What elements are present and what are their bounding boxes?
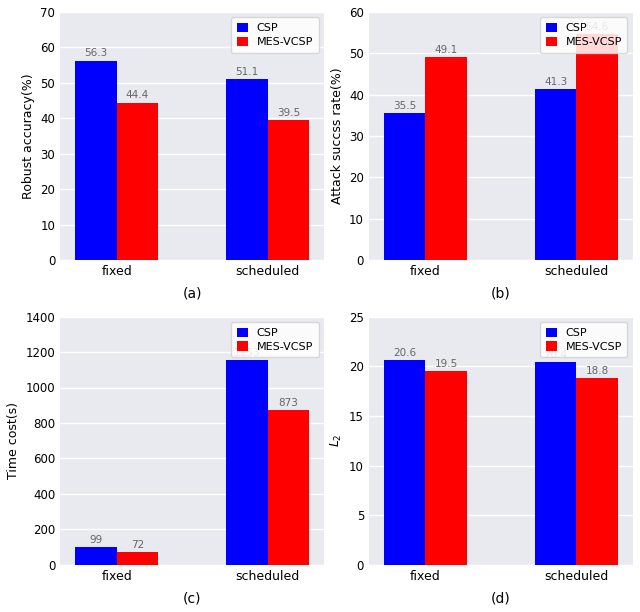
Legend: CSP, MES-VCSP: CSP, MES-VCSP <box>231 18 319 53</box>
Text: 99: 99 <box>90 535 102 545</box>
Text: 1153: 1153 <box>234 348 260 358</box>
Bar <box>535 89 577 260</box>
X-axis label: (a): (a) <box>182 286 202 300</box>
Text: 51.1: 51.1 <box>236 67 259 76</box>
Bar <box>226 79 268 260</box>
Bar <box>268 410 309 565</box>
X-axis label: (c): (c) <box>183 591 202 605</box>
Bar <box>577 34 618 260</box>
Text: 39.5: 39.5 <box>277 108 300 118</box>
X-axis label: (d): (d) <box>491 591 511 605</box>
Text: 20.4: 20.4 <box>544 350 567 360</box>
Bar <box>577 378 618 565</box>
Text: 44.4: 44.4 <box>126 91 149 100</box>
Y-axis label: Time cost(s): Time cost(s) <box>7 402 20 479</box>
Text: 18.8: 18.8 <box>586 365 609 376</box>
Text: 49.1: 49.1 <box>435 45 458 54</box>
Y-axis label: Robust accuracy(%): Robust accuracy(%) <box>22 73 35 199</box>
Bar <box>76 547 116 565</box>
Bar <box>116 103 158 260</box>
Text: 56.3: 56.3 <box>84 48 108 58</box>
Bar <box>226 360 268 565</box>
Bar <box>384 360 426 565</box>
Text: 20.6: 20.6 <box>393 348 416 358</box>
Legend: CSP, MES-VCSP: CSP, MES-VCSP <box>540 18 627 53</box>
Text: 873: 873 <box>278 398 298 408</box>
Text: 72: 72 <box>131 540 144 550</box>
Bar <box>384 113 426 260</box>
Bar <box>268 120 309 260</box>
X-axis label: (b): (b) <box>491 286 511 300</box>
Bar <box>426 57 467 260</box>
Text: 54.6: 54.6 <box>586 22 609 32</box>
Bar <box>116 552 158 565</box>
Bar <box>535 362 577 565</box>
Bar <box>76 61 116 260</box>
Y-axis label: Attack succss rate(%): Attack succss rate(%) <box>331 68 344 204</box>
Text: 41.3: 41.3 <box>544 77 567 87</box>
Text: 19.5: 19.5 <box>435 359 458 368</box>
Bar <box>426 371 467 565</box>
Text: 35.5: 35.5 <box>393 101 417 111</box>
Legend: CSP, MES-VCSP: CSP, MES-VCSP <box>231 322 319 357</box>
Y-axis label: $L_2$: $L_2$ <box>328 434 344 447</box>
Legend: CSP, MES-VCSP: CSP, MES-VCSP <box>540 322 627 357</box>
